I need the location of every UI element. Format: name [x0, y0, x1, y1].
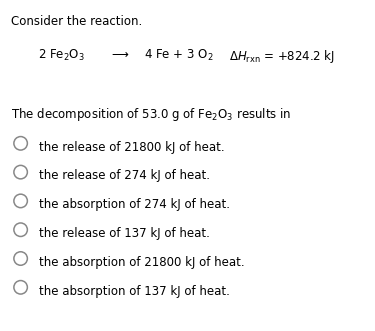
- Text: The decomposition of 53.0 g of Fe$_2$O$_3$ results in: The decomposition of 53.0 g of Fe$_2$O$_…: [11, 106, 292, 123]
- Text: 2 Fe$_2$O$_3$: 2 Fe$_2$O$_3$: [38, 48, 84, 63]
- Text: 4 Fe + 3 O$_2$: 4 Fe + 3 O$_2$: [144, 48, 214, 63]
- Text: $\Delta H_{\mathregular{rxn}}$ = +824.2 kJ: $\Delta H_{\mathregular{rxn}}$ = +824.2 …: [229, 48, 334, 65]
- Text: the release of 21800 kJ of heat.: the release of 21800 kJ of heat.: [39, 141, 225, 154]
- Text: the release of 274 kJ of heat.: the release of 274 kJ of heat.: [39, 169, 210, 182]
- Text: the absorption of 274 kJ of heat.: the absorption of 274 kJ of heat.: [39, 198, 230, 211]
- Text: the absorption of 21800 kJ of heat.: the absorption of 21800 kJ of heat.: [39, 256, 245, 269]
- Text: Consider the reaction.: Consider the reaction.: [11, 15, 142, 28]
- Text: $\longrightarrow$: $\longrightarrow$: [109, 48, 129, 61]
- Text: the release of 137 kJ of heat.: the release of 137 kJ of heat.: [39, 227, 210, 240]
- Text: the absorption of 137 kJ of heat.: the absorption of 137 kJ of heat.: [39, 285, 230, 298]
